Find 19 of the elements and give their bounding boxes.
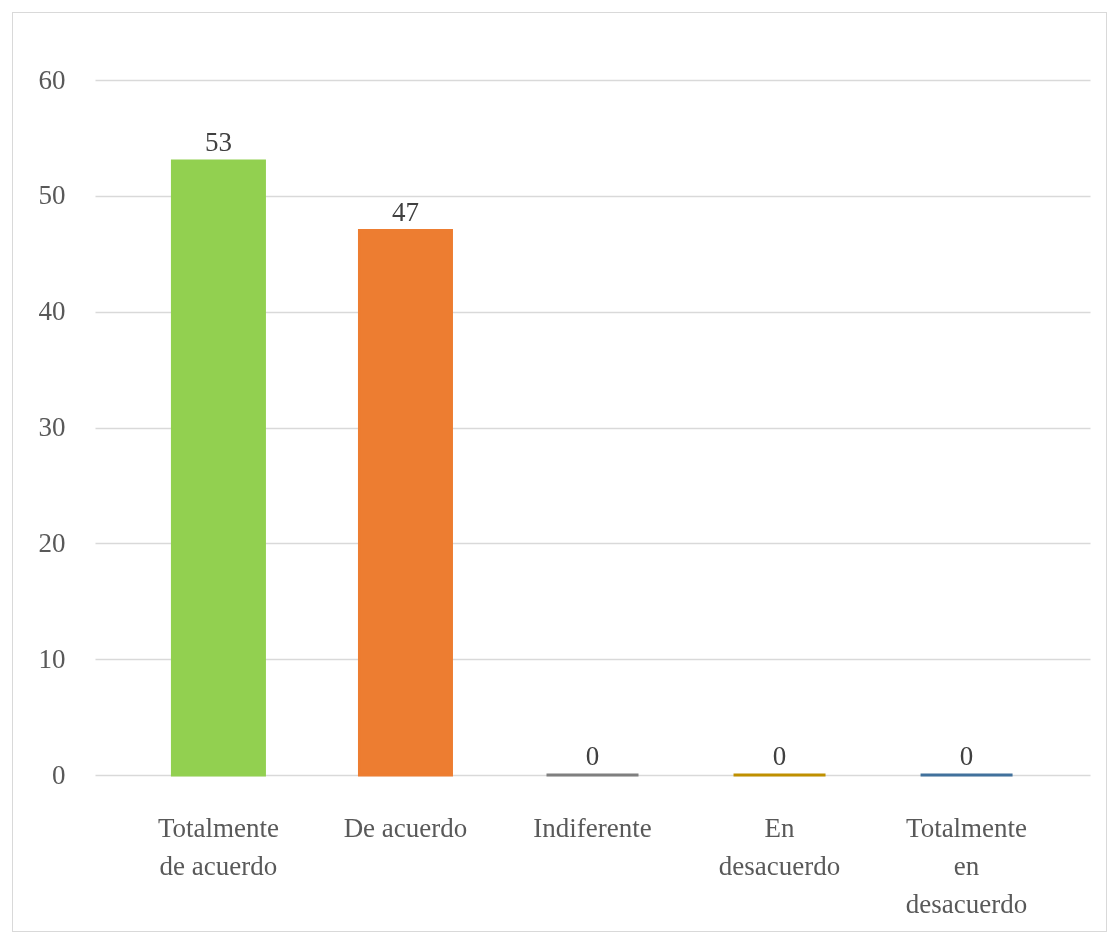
x-tick-label: En desacuerdo — [718, 812, 841, 881]
bar — [357, 229, 453, 777]
x-tick-label: Totalmente en desacuerdo — [905, 812, 1028, 919]
y-tick-label: 50 — [38, 180, 66, 211]
data-label: 0 — [585, 741, 600, 771]
y-tick-label: 30 — [38, 412, 66, 442]
data-label: 53 — [204, 127, 232, 158]
data-label: 0 — [772, 741, 787, 771]
y-tick-label: 60 — [38, 64, 66, 95]
y-tick-label: 0 — [52, 759, 66, 790]
y-tick-label: 20 — [38, 527, 66, 558]
y-tick-label: 10 — [38, 643, 66, 674]
x-tick-label: Indiferente — [533, 812, 652, 843]
x-tick-label: De acuerdo — [343, 812, 468, 843]
data-label: 0 — [959, 741, 974, 771]
x-tick-label: Totalmente de acuerdo — [157, 812, 279, 881]
data-label: 47 — [391, 196, 419, 227]
bar — [170, 159, 266, 777]
y-tick-label: 40 — [38, 296, 66, 327]
